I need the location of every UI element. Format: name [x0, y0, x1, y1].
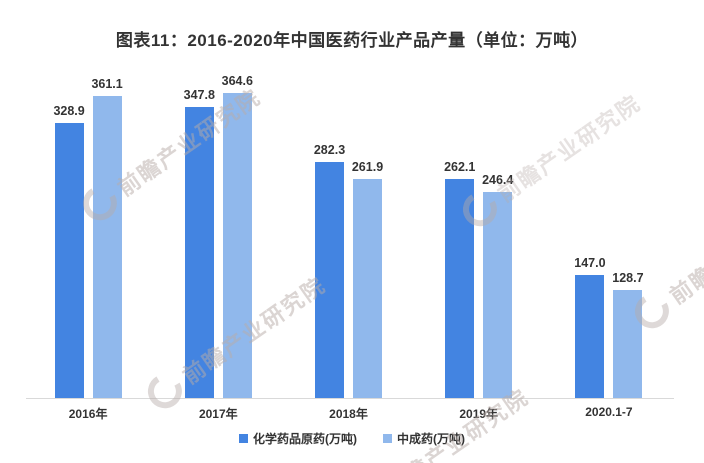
bar-wrap-s0-c0: 328.9 [53, 103, 85, 398]
plot-area: 328.9 361.1 347.8 364.6 282.3 261.9 262.1 246.4… [23, 63, 674, 398]
bar-s1-c4 [613, 290, 643, 398]
x-axis-line [26, 398, 674, 399]
bar-s1-c0 [92, 95, 122, 398]
legend: 化学药品原药(万吨) 中成药(万吨) [0, 430, 704, 447]
bar-group-2019年: 262.1 246.4 [414, 63, 544, 398]
bar-value-label: 328.9 [53, 103, 85, 118]
bar-group-2018年: 282.3 261.9 [283, 63, 413, 398]
bar-wrap-s1-c3: 246.4 [482, 172, 514, 398]
legend-label: 化学药品原药(万吨) [253, 432, 357, 446]
legend-item-0: 化学药品原药(万吨) [239, 430, 357, 447]
bar-wrap-s0-c2: 282.3 [313, 142, 346, 398]
bar-s0-c2 [315, 161, 344, 398]
bar-value-label: 347.8 [183, 87, 215, 102]
bar-value-label: 361.1 [91, 76, 123, 91]
chart-title: 图表11：2016-2020年中国医药行业产品产量（单位：万吨） [115, 31, 589, 50]
bar-group-2017年: 347.8 364.6 [153, 63, 283, 398]
bar-value-label: 246.4 [482, 172, 514, 187]
bar-wrap-s1-c0: 361.1 [91, 76, 123, 398]
x-axis-labels: 2016年 2017年 2018年 2019年 2020.1-7 [23, 405, 674, 422]
bar-s0-c3 [445, 178, 475, 398]
bar-value-label: 282.3 [313, 142, 346, 157]
bar-group-2016年: 328.9 361.1 [23, 63, 153, 398]
bar-wrap-s1-c1: 364.6 [221, 73, 253, 398]
bar-wrap-s1-c2: 261.9 [351, 159, 384, 398]
bar-wrap-s0-c4: 147.0 [574, 255, 606, 398]
legend-swatch-icon [239, 434, 248, 443]
x-axis-label: 2020.1-7 [585, 405, 633, 419]
bar-s1-c1 [222, 92, 252, 398]
x-axis-label: 2016年 [68, 407, 108, 421]
bar-s0-c4 [575, 274, 605, 398]
legend-label: 中成药(万吨) [397, 432, 465, 446]
bar-s0-c1 [184, 106, 214, 398]
bar-s1-c3 [483, 191, 513, 398]
bar-value-label: 147.0 [574, 255, 606, 270]
bar-value-label: 364.6 [221, 73, 253, 88]
bar-group-2020.1-7: 147.0 128.7 [544, 63, 674, 398]
bar-wrap-s0-c3: 262.1 [444, 159, 476, 398]
legend-swatch-icon [383, 434, 392, 443]
x-axis-label: 2018年 [329, 407, 368, 421]
bar-s1-c2 [353, 178, 382, 398]
bar-value-label: 128.7 [612, 271, 644, 286]
bar-wrap-s1-c4: 128.7 [612, 271, 644, 398]
x-axis-label: 2019年 [459, 407, 499, 421]
x-axis-label: 2017年 [198, 407, 238, 421]
legend-item-1: 中成药(万吨) [383, 430, 465, 447]
bar-value-label: 262.1 [444, 159, 476, 174]
bar-wrap-s0-c1: 347.8 [183, 87, 215, 398]
bar-value-label: 261.9 [351, 159, 384, 174]
bar-s0-c0 [54, 122, 84, 398]
